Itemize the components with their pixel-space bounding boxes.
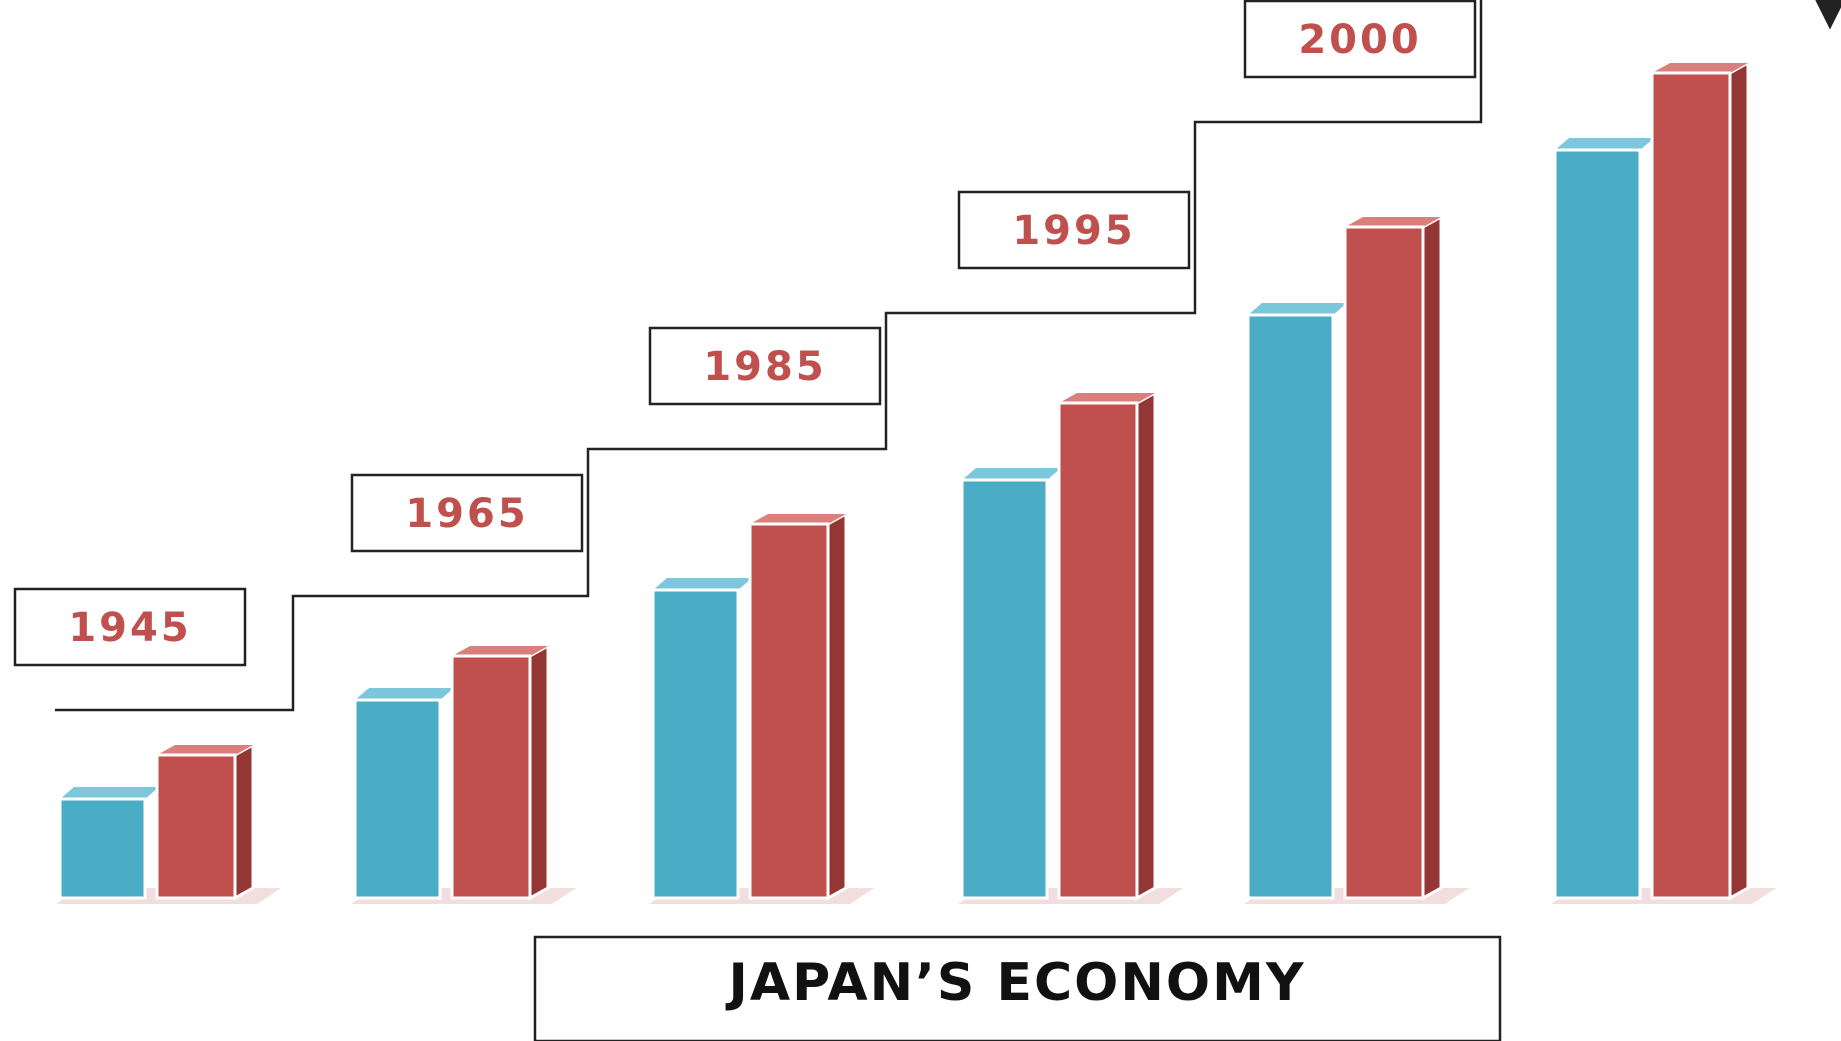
year-label-1965: 1965: [350, 473, 584, 553]
year-labels-layer: 194519651985199520002009: [13, 0, 1477, 667]
year-label-text: 2000: [1298, 17, 1421, 63]
bar-series-2-side: [826, 511, 848, 901]
bar-series-2: [1057, 401, 1139, 900]
year-label-box: [350, 473, 584, 553]
bar-series-2-top: [750, 514, 846, 524]
bar-series-2-top: [452, 646, 548, 656]
bar-series-1: [1246, 313, 1335, 900]
bar-series-2: [1343, 225, 1425, 900]
bar-series-1: [960, 478, 1049, 900]
bar-series-1: [58, 797, 147, 900]
bar-series-1-top: [962, 468, 1061, 480]
bar-series-1: [651, 588, 740, 900]
bar-series-2: [155, 753, 237, 900]
year-label-text: 1995: [1012, 208, 1135, 254]
bar-series-1: [353, 698, 442, 900]
bar-series-2-top: [157, 745, 253, 755]
bar-series-1-top: [60, 787, 159, 799]
year-label-1985: 1985: [648, 326, 882, 406]
year-label-text: 1985: [703, 344, 826, 390]
bars-layer: [56, 60, 1776, 904]
year-label-1945: 1945: [13, 587, 247, 667]
bar-series-1: [1553, 148, 1642, 900]
bar-series-2-side: [1421, 214, 1443, 901]
year-label-box: [648, 326, 882, 406]
bar-series-2-top: [1059, 393, 1155, 403]
year-label-text: 1965: [405, 491, 528, 537]
bar-series-1-top: [653, 578, 752, 590]
bar-series-2: [748, 522, 830, 900]
year-label-box: [1243, 0, 1477, 79]
bar-series-2: [1650, 71, 1732, 900]
bar-series-1-top: [1248, 303, 1347, 315]
bar-series-2-side: [233, 742, 255, 901]
bar-series-1-top: [355, 688, 454, 700]
year-label-box: [957, 190, 1191, 270]
bar-series-1-top: [1555, 138, 1654, 150]
year-label-box: [13, 587, 247, 667]
chart-title: JAPAN’S ECONOMY: [725, 953, 1305, 1013]
bar-series-2-side: [1728, 60, 1750, 901]
bar-series-2-side: [1135, 390, 1157, 901]
bar-series-2-top: [1652, 63, 1748, 73]
year-label-text: 1945: [68, 605, 191, 651]
chart-title-box: JAPAN’S ECONOMY: [533, 935, 1502, 1041]
year-label-1995: 1995: [957, 190, 1191, 270]
year-label-2000: 2000: [1243, 0, 1477, 79]
bar-series-2-top: [1345, 217, 1441, 227]
bar-series-2: [450, 654, 532, 900]
bar-series-2-side: [528, 643, 550, 901]
trend-step-line: [55, 0, 1841, 712]
